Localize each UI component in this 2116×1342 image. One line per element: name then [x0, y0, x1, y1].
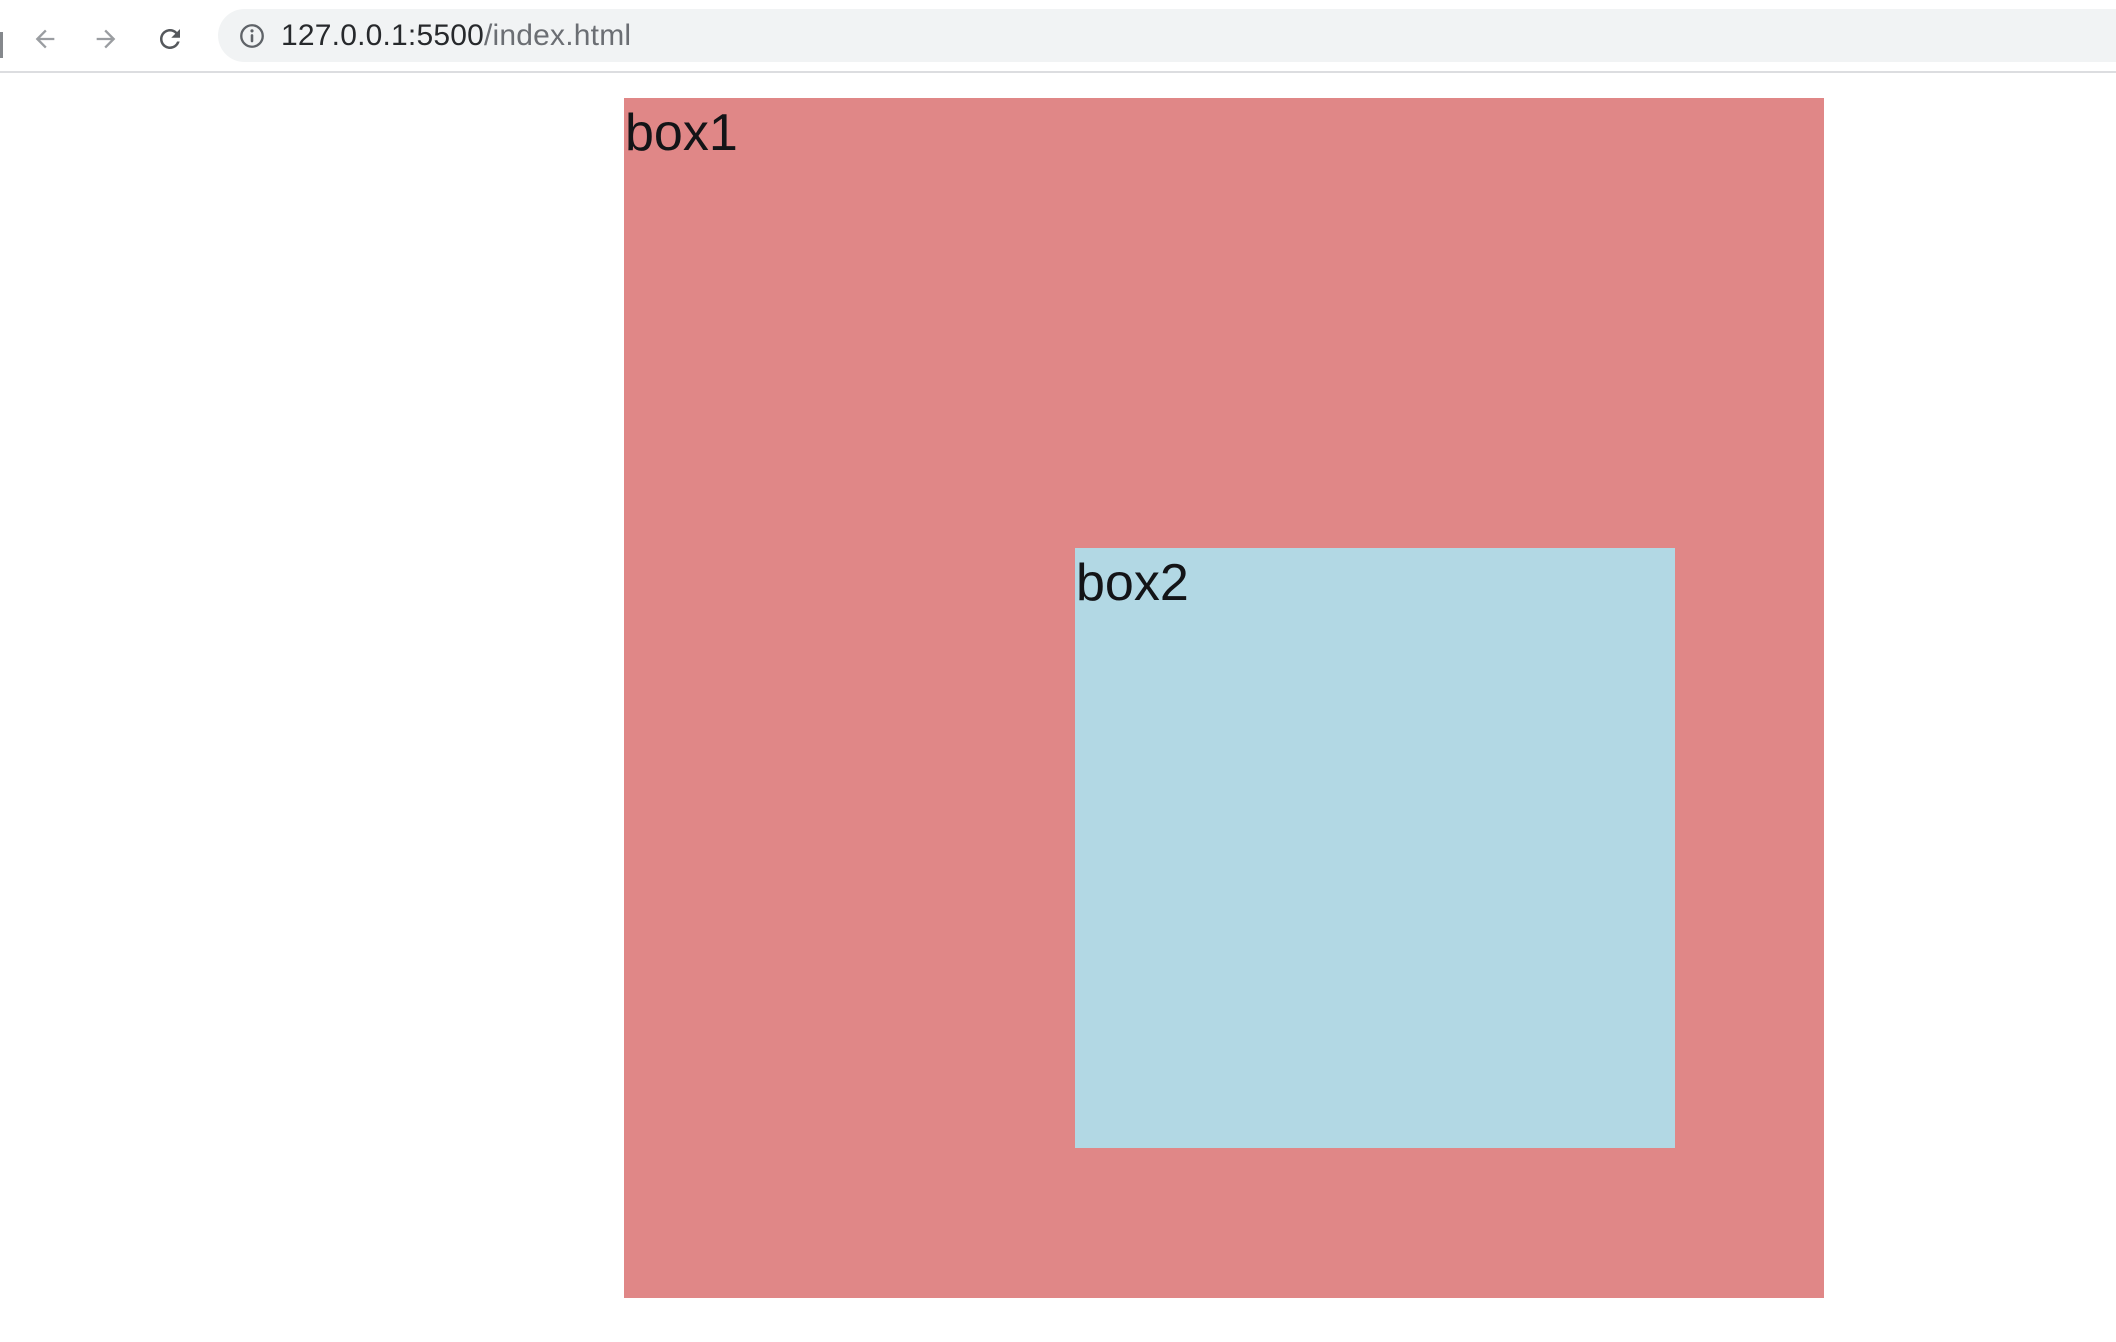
back-arrow-icon — [31, 25, 59, 53]
back-button[interactable] — [31, 25, 59, 53]
page-viewport: box1 box2 — [0, 73, 2116, 1342]
box2: box2 — [1075, 548, 1675, 1148]
address-bar[interactable]: 127.0.0.1:5500/index.html — [218, 9, 2116, 62]
url-host: 127.0.0.1:5500 — [281, 18, 484, 52]
box1-label: box1 — [625, 104, 738, 162]
browser-toolbar: 127.0.0.1:5500/index.html — [0, 0, 2116, 73]
site-info-icon[interactable] — [238, 22, 266, 50]
url-path: /index.html — [484, 18, 632, 52]
cropped-edge-icon-fragment — [0, 32, 3, 58]
forward-arrow-icon — [92, 25, 120, 53]
url-text: 127.0.0.1:5500/index.html — [281, 19, 631, 53]
reload-button[interactable] — [156, 25, 184, 53]
box1: box1 box2 — [624, 98, 1824, 1298]
reload-icon — [155, 24, 185, 54]
box2-label: box2 — [1076, 554, 1189, 612]
forward-button[interactable] — [92, 25, 120, 53]
